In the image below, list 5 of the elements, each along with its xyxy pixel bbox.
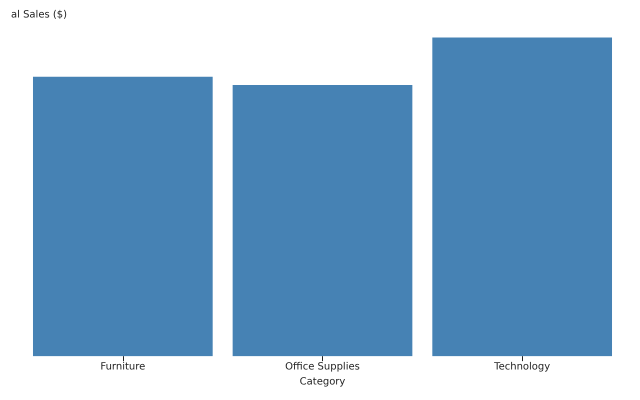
y-axis-title: al Sales ($) xyxy=(11,10,68,20)
x-tick-label: Technology xyxy=(493,362,550,373)
x-axis-title: Category xyxy=(300,376,346,388)
x-tick-label: Furniture xyxy=(100,362,146,373)
x-tick-label: Office Supplies xyxy=(285,362,360,373)
